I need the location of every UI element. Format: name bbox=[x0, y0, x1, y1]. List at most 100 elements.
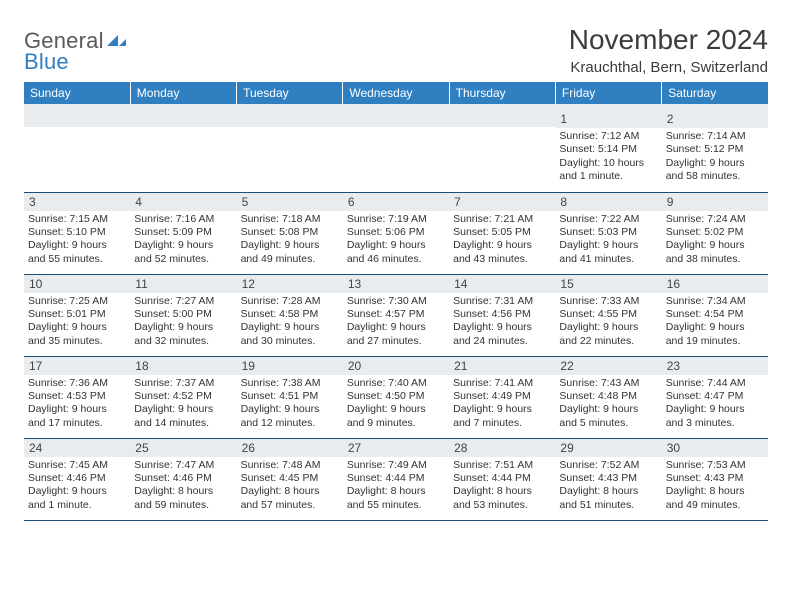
sunset-text: Sunset: 4:47 PM bbox=[666, 390, 764, 403]
sunset-text: Sunset: 5:14 PM bbox=[559, 143, 657, 156]
sunset-text: Sunset: 4:56 PM bbox=[453, 308, 551, 321]
daylight-text: Daylight: 9 hours and 49 minutes. bbox=[241, 239, 339, 266]
day-number: 2 bbox=[662, 110, 768, 128]
day-number bbox=[343, 110, 449, 127]
calendar-day: 15Sunrise: 7:33 AMSunset: 4:55 PMDayligh… bbox=[555, 274, 661, 356]
day-number: 12 bbox=[237, 275, 343, 293]
day-details: Sunrise: 7:33 AMSunset: 4:55 PMDaylight:… bbox=[555, 293, 661, 352]
sunset-text: Sunset: 4:48 PM bbox=[559, 390, 657, 403]
sunrise-text: Sunrise: 7:44 AM bbox=[666, 377, 764, 390]
sunrise-text: Sunrise: 7:40 AM bbox=[347, 377, 445, 390]
sunset-text: Sunset: 5:10 PM bbox=[28, 226, 126, 239]
day-number: 3 bbox=[24, 193, 130, 211]
day-number: 8 bbox=[555, 193, 661, 211]
calendar-day: 7Sunrise: 7:21 AMSunset: 5:05 PMDaylight… bbox=[449, 192, 555, 274]
sunrise-text: Sunrise: 7:36 AM bbox=[28, 377, 126, 390]
sunset-text: Sunset: 4:53 PM bbox=[28, 390, 126, 403]
sunrise-text: Sunrise: 7:51 AM bbox=[453, 459, 551, 472]
day-number: 20 bbox=[343, 357, 449, 375]
sunrise-text: Sunrise: 7:38 AM bbox=[241, 377, 339, 390]
sunrise-text: Sunrise: 7:21 AM bbox=[453, 213, 551, 226]
daylight-text: Daylight: 9 hours and 14 minutes. bbox=[134, 403, 232, 430]
daylight-text: Daylight: 9 hours and 41 minutes. bbox=[559, 239, 657, 266]
sunset-text: Sunset: 4:45 PM bbox=[241, 472, 339, 485]
sunset-text: Sunset: 5:02 PM bbox=[666, 226, 764, 239]
daylight-text: Daylight: 9 hours and 5 minutes. bbox=[559, 403, 657, 430]
sunrise-text: Sunrise: 7:12 AM bbox=[559, 130, 657, 143]
sunrise-text: Sunrise: 7:19 AM bbox=[347, 213, 445, 226]
daylight-text: Daylight: 9 hours and 58 minutes. bbox=[666, 157, 764, 184]
sunrise-text: Sunrise: 7:53 AM bbox=[666, 459, 764, 472]
daylight-text: Daylight: 9 hours and 52 minutes. bbox=[134, 239, 232, 266]
calendar-day bbox=[343, 110, 449, 192]
title-block: November 2024 Krauchthal, Bern, Switzerl… bbox=[569, 24, 768, 76]
calendar-day: 19Sunrise: 7:38 AMSunset: 4:51 PMDayligh… bbox=[237, 356, 343, 438]
daylight-text: Daylight: 9 hours and 46 minutes. bbox=[347, 239, 445, 266]
daylight-text: Daylight: 9 hours and 35 minutes. bbox=[28, 321, 126, 348]
sunrise-text: Sunrise: 7:47 AM bbox=[134, 459, 232, 472]
daylight-text: Daylight: 9 hours and 22 minutes. bbox=[559, 321, 657, 348]
sunset-text: Sunset: 4:55 PM bbox=[559, 308, 657, 321]
calendar-day: 12Sunrise: 7:28 AMSunset: 4:58 PMDayligh… bbox=[237, 274, 343, 356]
day-header: Thursday bbox=[449, 82, 555, 104]
calendar-day: 17Sunrise: 7:36 AMSunset: 4:53 PMDayligh… bbox=[24, 356, 130, 438]
logo-text-b: Blue bbox=[24, 49, 69, 74]
day-number: 6 bbox=[343, 193, 449, 211]
calendar-day: 18Sunrise: 7:37 AMSunset: 4:52 PMDayligh… bbox=[130, 356, 236, 438]
calendar-week: 1 Sunrise: 7:12 AMSunset: 5:14 PM Daylight… bbox=[24, 110, 768, 192]
sunset-text: Sunset: 5:03 PM bbox=[559, 226, 657, 239]
day-number: 11 bbox=[130, 275, 236, 293]
daylight-text: Daylight: 9 hours and 32 minutes. bbox=[134, 321, 232, 348]
day-details: Sunrise: 7:51 AMSunset: 4:44 PMDaylight:… bbox=[449, 457, 555, 516]
calendar-day: 10Sunrise: 7:25 AMSunset: 5:01 PMDayligh… bbox=[24, 274, 130, 356]
month-title: November 2024 bbox=[569, 24, 768, 56]
calendar-day: 11Sunrise: 7:27 AMSunset: 5:00 PMDayligh… bbox=[130, 274, 236, 356]
day-number: 19 bbox=[237, 357, 343, 375]
sunset-text: Sunset: 4:44 PM bbox=[347, 472, 445, 485]
day-header: Saturday bbox=[662, 82, 768, 104]
sunset-text: Sunset: 5:12 PM bbox=[666, 143, 764, 156]
day-details: Sunrise: 7:22 AMSunset: 5:03 PMDaylight:… bbox=[555, 211, 661, 270]
daylight-text: Daylight: 9 hours and 43 minutes. bbox=[453, 239, 551, 266]
sunrise-text: Sunrise: 7:33 AM bbox=[559, 295, 657, 308]
calendar-day: 26Sunrise: 7:48 AMSunset: 4:45 PMDayligh… bbox=[237, 438, 343, 520]
sunset-text: Sunset: 4:43 PM bbox=[666, 472, 764, 485]
daylight-text: Daylight: 9 hours and 12 minutes. bbox=[241, 403, 339, 430]
daylight-text: Daylight: 9 hours and 19 minutes. bbox=[666, 321, 764, 348]
calendar-day: 30Sunrise: 7:53 AMSunset: 4:43 PMDayligh… bbox=[662, 438, 768, 520]
calendar-day: 23Sunrise: 7:44 AMSunset: 4:47 PMDayligh… bbox=[662, 356, 768, 438]
sunset-text: Sunset: 4:57 PM bbox=[347, 308, 445, 321]
day-details: Sunrise: 7:28 AMSunset: 4:58 PMDaylight:… bbox=[237, 293, 343, 352]
daylight-text: Daylight: 9 hours and 9 minutes. bbox=[347, 403, 445, 430]
day-number: 7 bbox=[449, 193, 555, 211]
sunset-text: Sunset: 4:50 PM bbox=[347, 390, 445, 403]
day-details: Sunrise: 7:21 AMSunset: 5:05 PMDaylight:… bbox=[449, 211, 555, 270]
sunset-text: Sunset: 5:05 PM bbox=[453, 226, 551, 239]
day-number: 1 bbox=[555, 110, 661, 128]
day-details: Sunrise: 7:19 AMSunset: 5:06 PMDaylight:… bbox=[343, 211, 449, 270]
sunrise-text: Sunrise: 7:34 AM bbox=[666, 295, 764, 308]
calendar-day: 5Sunrise: 7:18 AMSunset: 5:08 PMDaylight… bbox=[237, 192, 343, 274]
day-header-row: SundayMondayTuesdayWednesdayThursdayFrid… bbox=[24, 82, 768, 104]
calendar-body: 1 Sunrise: 7:12 AMSunset: 5:14 PM Daylight… bbox=[24, 104, 768, 520]
daylight-text: Daylight: 9 hours and 17 minutes. bbox=[28, 403, 126, 430]
day-details: Sunrise: 7:53 AMSunset: 4:43 PMDaylight:… bbox=[662, 457, 768, 516]
calendar-week: 24Sunrise: 7:45 AMSunset: 4:46 PMDayligh… bbox=[24, 438, 768, 520]
day-number: 17 bbox=[24, 357, 130, 375]
calendar-day: 6Sunrise: 7:19 AMSunset: 5:06 PMDaylight… bbox=[343, 192, 449, 274]
daylight-text: Daylight: 8 hours and 57 minutes. bbox=[241, 485, 339, 512]
day-number bbox=[24, 110, 130, 127]
calendar-day: 4Sunrise: 7:16 AMSunset: 5:09 PMDaylight… bbox=[130, 192, 236, 274]
day-number bbox=[449, 110, 555, 127]
day-number: 10 bbox=[24, 275, 130, 293]
sunrise-text: Sunrise: 7:24 AM bbox=[666, 213, 764, 226]
day-details: Sunrise: 7:38 AMSunset: 4:51 PMDaylight:… bbox=[237, 375, 343, 434]
day-details: Sunrise: 7:36 AMSunset: 4:53 PMDaylight:… bbox=[24, 375, 130, 434]
day-details: Sunrise: 7:15 AMSunset: 5:10 PMDaylight:… bbox=[24, 211, 130, 270]
sunrise-text: Sunrise: 7:22 AM bbox=[559, 213, 657, 226]
sunset-text: Sunset: 5:00 PM bbox=[134, 308, 232, 321]
day-details: Sunrise: 7:24 AMSunset: 5:02 PMDaylight:… bbox=[662, 211, 768, 270]
day-header: Friday bbox=[555, 82, 661, 104]
day-number: 13 bbox=[343, 275, 449, 293]
daylight-text: Daylight: 9 hours and 7 minutes. bbox=[453, 403, 551, 430]
